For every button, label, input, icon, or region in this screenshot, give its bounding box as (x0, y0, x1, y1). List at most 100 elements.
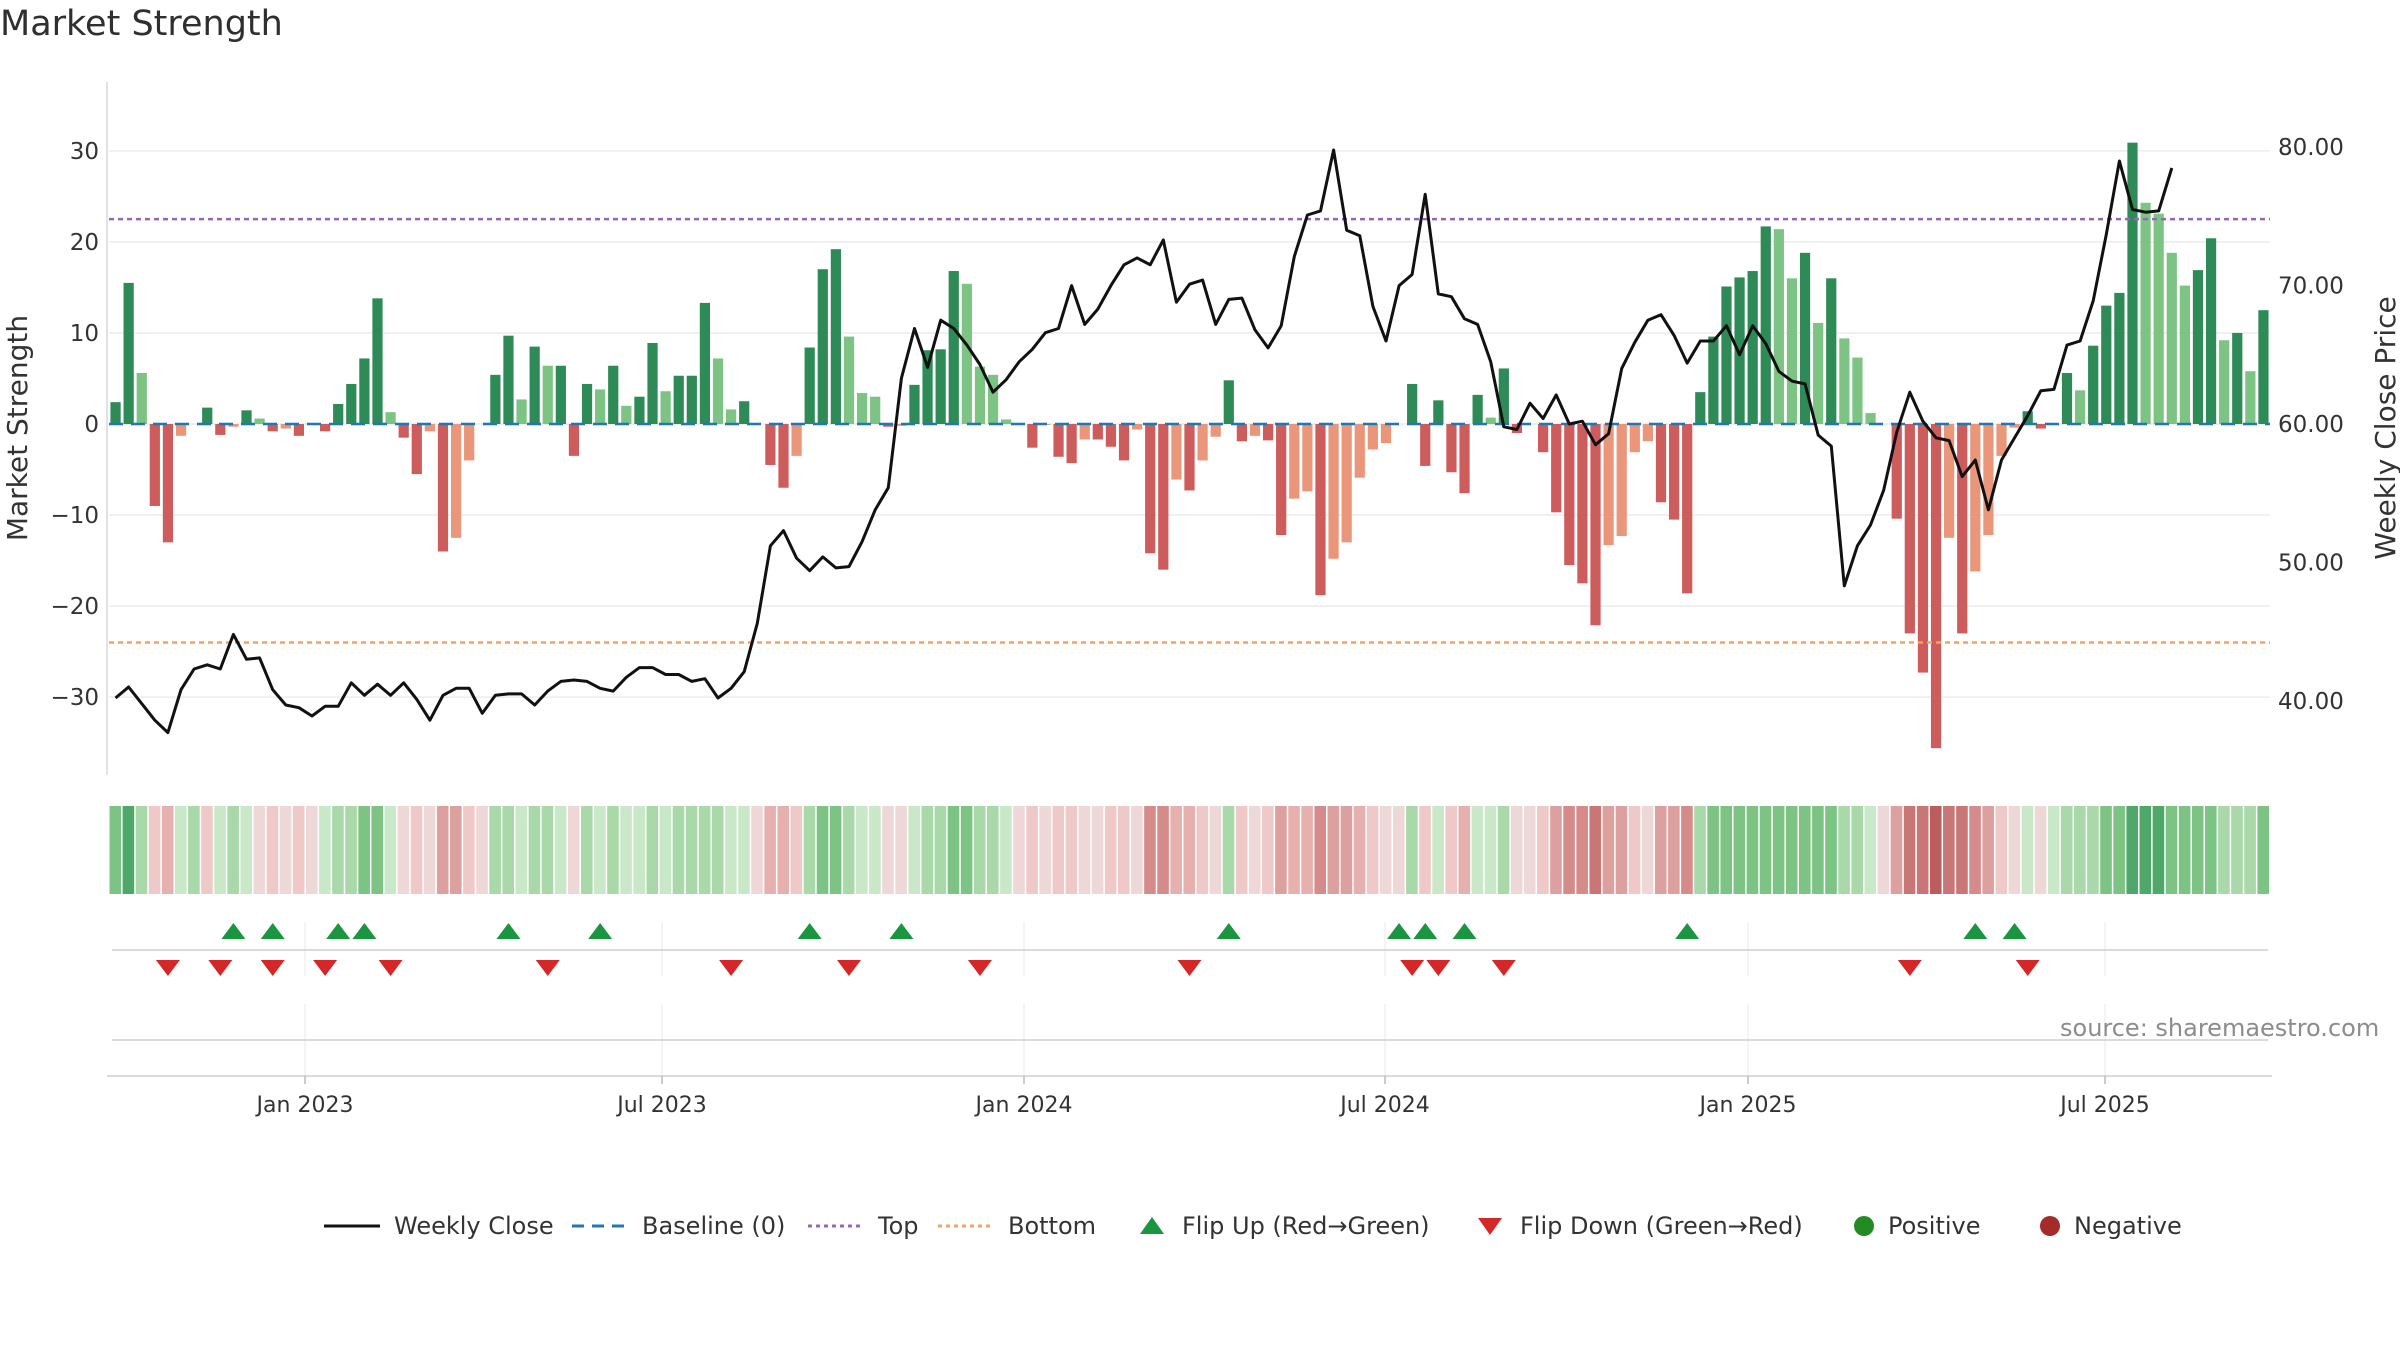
weekly-close-line-layer (114, 148, 2174, 735)
x-tick-label: Jan 2023 (255, 1093, 354, 1118)
legend-item-positive[interactable]: Positive (1852, 1206, 1981, 1246)
y2-tick-label: 40.00 (2278, 689, 2344, 715)
strength-bar (595, 389, 606, 424)
flip-down-marker (535, 960, 560, 976)
heat-cell (1209, 806, 1222, 894)
strength-bar (2205, 238, 2217, 424)
heat-cell (174, 806, 187, 894)
strength-bar (1092, 424, 1103, 440)
heat-cell (1117, 806, 1130, 894)
heat-cell (1262, 806, 1274, 894)
heat-cell (1026, 806, 1038, 894)
strength-bar (1957, 424, 1968, 634)
x-tick-label: Jul 2023 (615, 1093, 707, 1118)
legend-item-bottom[interactable]: Bottom (936, 1206, 1096, 1246)
heat-cell (1235, 806, 1248, 894)
y-tick-label: −20 (50, 594, 99, 620)
heat-cell (1379, 806, 1392, 894)
heat-cell (1943, 806, 1955, 894)
strength-bar (1564, 424, 1575, 566)
strength-bar (843, 336, 855, 424)
heat-cell (1628, 806, 1641, 894)
heat-cell (1602, 806, 1615, 894)
flip-up-marker (1963, 923, 1988, 939)
heat-cell (240, 806, 253, 894)
heat-cell (109, 806, 122, 894)
heat-cell (882, 806, 894, 894)
heat-cell (1890, 806, 1903, 894)
heat-cell (2113, 806, 2125, 894)
strength-bar (804, 347, 815, 424)
heat-cell (1641, 806, 1654, 894)
heat-cell (1340, 806, 1353, 894)
heat-cell (345, 806, 357, 894)
heat-cell (1654, 806, 1667, 894)
line-dash-icon (572, 1224, 628, 1228)
strength-bar (2153, 213, 2164, 424)
strength-bar (1799, 252, 1811, 424)
heat-cell (332, 806, 344, 894)
legend-item-flip-up[interactable]: Flip Up (Red→Green) (1134, 1206, 1430, 1246)
heat-cell (489, 806, 501, 894)
strength-bar (1734, 277, 1745, 424)
heat-cell (305, 806, 318, 894)
heat-cell (161, 806, 174, 894)
strength-bar (1171, 424, 1182, 480)
strength-bar (883, 424, 894, 427)
flip-down-marker (260, 960, 285, 976)
strength-bar (215, 424, 226, 435)
strength-bar (1590, 424, 1601, 626)
heat-cell (659, 806, 672, 894)
heat-cell (476, 806, 488, 894)
heat-cell (1091, 806, 1104, 894)
strength-bar (1302, 424, 1313, 492)
strength-bar (1459, 424, 1470, 494)
heat-cell (1288, 806, 1300, 894)
y-tick-label: −30 (50, 685, 99, 711)
strength-bar (2127, 142, 2138, 424)
legend-item-negative[interactable]: Negative (2038, 1206, 2182, 1246)
heat-cell (960, 806, 973, 894)
heat-cell (1510, 806, 1523, 894)
heat-cell (1864, 806, 1877, 894)
flip-down-marker (967, 960, 992, 976)
strength-bar (909, 384, 920, 424)
heat-cell (371, 806, 384, 894)
legend-item-flip-down[interactable]: Flip Down (Green→Red) (1472, 1206, 1803, 1246)
y2-tick-label: 70.00 (2278, 274, 2344, 300)
strength-bar (149, 424, 160, 506)
flip-down-marker (155, 960, 180, 976)
heat-cell (1903, 806, 1916, 894)
strength-bar (621, 405, 632, 424)
heat-cell (2021, 806, 2034, 894)
strength-bar (948, 271, 959, 424)
legend-item-baseline[interactable]: Baseline (0) (570, 1206, 785, 1246)
heat-cell (1393, 806, 1405, 894)
heat-cell (1812, 806, 1824, 894)
strength-bar (2245, 371, 2256, 424)
strength-bar (516, 399, 527, 424)
heat-cell (1065, 806, 1078, 894)
legend-item-weekly-close[interactable]: Weekly Close (322, 1206, 554, 1246)
heat-cell (1537, 806, 1549, 894)
heat-cell (633, 806, 645, 894)
heat-cell (777, 806, 790, 894)
heat-cell (463, 806, 475, 894)
chart-title: Market Strength (0, 4, 283, 44)
flip-up-marker (889, 923, 914, 939)
heat-cell (1484, 806, 1497, 894)
heat-cell (1838, 806, 1850, 894)
strength-bar (385, 412, 396, 424)
heat-cell (1576, 806, 1588, 894)
strength-bar (1642, 424, 1654, 442)
strength-bar (1708, 336, 1719, 424)
heat-cell (1406, 806, 1418, 894)
heat-cell (410, 806, 423, 894)
heat-cell (1366, 806, 1379, 894)
heat-cell (1183, 806, 1196, 894)
strength-bar (503, 335, 514, 424)
legend-item-top[interactable]: Top (806, 1206, 919, 1246)
strength-bar (2009, 424, 2020, 428)
heat-cell (1969, 806, 1981, 894)
strength-bar (372, 298, 383, 424)
